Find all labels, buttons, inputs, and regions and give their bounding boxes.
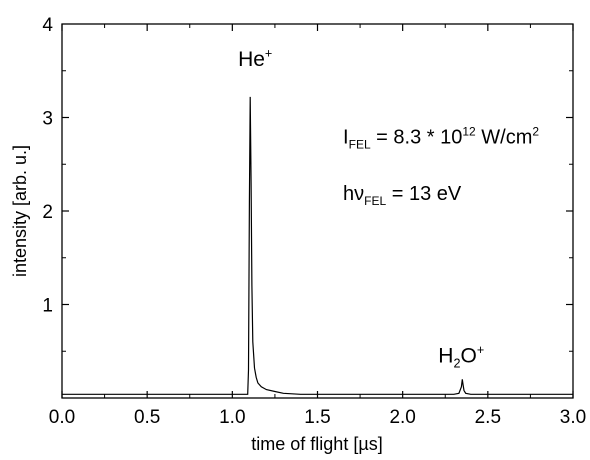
- series-line: [62, 96, 573, 395]
- y-tick-label: 2: [42, 202, 53, 223]
- axis-ticks: [61, 24, 574, 398]
- y-axis-title: intensity [arb. u.]: [10, 145, 30, 277]
- y-tick-label: 1: [42, 296, 53, 317]
- h2o-peak-label: H2O+: [438, 343, 484, 371]
- x-tick-label: 2.5: [475, 407, 501, 428]
- x-tick-label: 0.5: [134, 407, 160, 428]
- x-axis-title: time of flight [µs]: [251, 434, 382, 454]
- tick-labels: 0.0 0.5 1.0 1.5 2.0 2.5 3.0 1 2 3 4: [42, 15, 586, 428]
- x-tick-label: 2.0: [389, 407, 415, 428]
- y-tick-label: 4: [42, 15, 53, 36]
- photon-energy-annotation: hνFEL = 13 eV: [343, 183, 462, 208]
- x-tick-label: 1.5: [304, 407, 330, 428]
- y-tick-label: 3: [42, 109, 53, 130]
- x-tick-label: 3.0: [560, 407, 586, 428]
- annotations: He+ H2O+ IFEL = 8.3 * 1012 W/cm2 hνFEL = 13…: [238, 47, 539, 371]
- intensity-annotation: IFEL = 8.3 * 1012 W/cm2: [343, 125, 539, 152]
- he-peak-label: He+: [238, 47, 272, 71]
- plot-frame: [61, 23, 574, 399]
- x-tick-label: 1.0: [219, 407, 245, 428]
- x-tick-label: 0.0: [49, 407, 75, 428]
